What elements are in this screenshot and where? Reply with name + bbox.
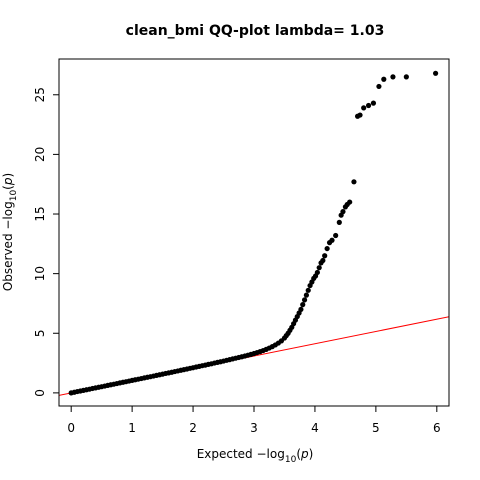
data-point	[320, 257, 326, 264]
data-point	[365, 102, 372, 109]
data-point	[340, 209, 346, 215]
data-point	[316, 265, 322, 271]
x-axis-label-math: −log	[257, 447, 285, 461]
y-axis-label-math: −log	[1, 201, 15, 229]
x-tick-label: 3	[250, 421, 258, 435]
x-tick-label: 5	[372, 421, 380, 435]
y-tick-label: 25	[33, 87, 47, 102]
x-axis-label-close: )	[309, 447, 314, 461]
x-axis-label-var: p	[300, 447, 309, 461]
y-tick-label: 5	[33, 329, 47, 337]
data-point	[432, 70, 439, 76]
y-axis: 0 5 10 15 20 25	[33, 87, 59, 397]
y-axis-label-prefix: Observed	[1, 230, 15, 292]
y-axis-label-var: p	[1, 177, 15, 186]
y-tick-label: 0	[33, 389, 47, 397]
data-point	[300, 302, 306, 308]
data-point	[305, 287, 311, 293]
data-point	[357, 112, 363, 118]
x-tick-label: 6	[433, 421, 441, 435]
x-axis: 0 1 2 3 4 5 6	[67, 406, 441, 435]
x-tick-label: 0	[67, 421, 75, 435]
x-axis-label-subscript: 10	[285, 455, 297, 465]
x-axis-label: Expected −log10(p)	[197, 447, 314, 465]
data-point	[361, 105, 367, 111]
y-axis-label-close: )	[1, 173, 15, 178]
data-point	[370, 100, 377, 106]
x-tick-label: 4	[311, 421, 319, 435]
data-point	[351, 179, 357, 185]
data-point	[314, 269, 320, 276]
data-point	[301, 297, 308, 303]
data-point	[376, 83, 382, 90]
x-tick-label: 1	[128, 421, 136, 435]
y-tick-label: 20	[33, 147, 47, 162]
y-axis-label: Observed −log10(p)	[1, 173, 19, 291]
data-point	[347, 199, 353, 205]
data-point	[322, 253, 328, 259]
data-point	[333, 232, 339, 239]
data-point	[324, 245, 330, 252]
data-point	[298, 306, 304, 313]
x-tick-label: 2	[189, 421, 197, 435]
data-point	[303, 292, 310, 298]
y-tick-label: 15	[33, 206, 47, 221]
x-axis-label-prefix: Expected	[197, 447, 257, 461]
data-point	[381, 76, 387, 82]
y-tick-label: 10	[33, 266, 47, 281]
points-layer	[68, 70, 439, 396]
data-point	[336, 219, 342, 225]
y-axis-label-open: (	[1, 185, 15, 190]
chart-title: clean_bmi QQ-plot lambda= 1.03	[126, 23, 385, 39]
data-point	[403, 74, 409, 80]
data-point	[329, 237, 335, 243]
x-axis-label-open: (	[296, 447, 301, 461]
data-point	[390, 74, 396, 80]
plot-area	[58, 58, 450, 407]
y-axis-label-subscript: 10	[9, 190, 19, 202]
